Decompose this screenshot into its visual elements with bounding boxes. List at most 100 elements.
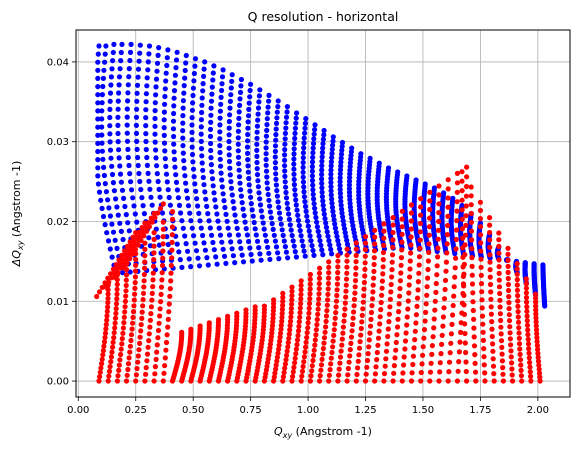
red-point bbox=[507, 312, 512, 317]
blue-point bbox=[237, 168, 242, 173]
blue-point bbox=[292, 244, 297, 249]
red-point bbox=[497, 291, 502, 296]
red-point bbox=[138, 328, 143, 333]
x-tick-label: 1.75 bbox=[469, 405, 491, 416]
blue-point bbox=[142, 211, 147, 216]
red-point bbox=[471, 317, 476, 322]
red-point bbox=[469, 202, 474, 207]
blue-point bbox=[253, 226, 258, 231]
red-point bbox=[169, 248, 174, 253]
red-point bbox=[304, 335, 309, 340]
red-point bbox=[298, 292, 303, 297]
blue-point bbox=[315, 224, 320, 229]
red-point bbox=[354, 259, 359, 264]
red-point bbox=[116, 368, 121, 373]
red-point bbox=[289, 378, 294, 383]
red-point bbox=[148, 318, 153, 323]
blue-point bbox=[275, 199, 280, 204]
red-point bbox=[419, 370, 424, 375]
red-point bbox=[412, 337, 417, 342]
blue-point bbox=[129, 187, 134, 192]
blue-point bbox=[301, 180, 306, 185]
x-tick-label: 2.00 bbox=[527, 405, 549, 416]
blue-point bbox=[217, 226, 222, 231]
red-point bbox=[510, 378, 515, 383]
blue-point bbox=[285, 104, 290, 109]
red-point bbox=[498, 325, 503, 330]
blue-point bbox=[199, 117, 204, 122]
blue-point bbox=[174, 180, 179, 185]
blue-point bbox=[165, 55, 170, 60]
red-point bbox=[316, 291, 321, 296]
blue-point bbox=[200, 95, 205, 100]
red-point bbox=[407, 282, 412, 287]
red-point bbox=[516, 314, 521, 319]
red-point bbox=[344, 271, 349, 276]
blue-point bbox=[107, 115, 112, 120]
red-point bbox=[344, 259, 349, 264]
blue-point bbox=[301, 160, 306, 165]
blue-point bbox=[111, 180, 116, 185]
red-point bbox=[384, 349, 389, 354]
red-point bbox=[166, 309, 171, 314]
red-point bbox=[433, 290, 438, 295]
red-point bbox=[125, 367, 130, 372]
red-point bbox=[480, 305, 485, 310]
blue-point bbox=[192, 71, 197, 76]
blue-point bbox=[227, 152, 232, 157]
red-point bbox=[107, 369, 112, 374]
blue-point bbox=[212, 197, 217, 202]
blue-point bbox=[297, 223, 302, 228]
blue-point bbox=[313, 215, 318, 220]
blue-point bbox=[213, 254, 218, 259]
red-point bbox=[365, 358, 370, 363]
blue-point bbox=[312, 122, 317, 127]
red-point bbox=[408, 250, 413, 255]
blue-point bbox=[211, 190, 216, 195]
blue-point bbox=[231, 253, 236, 258]
blue-point bbox=[192, 181, 197, 186]
red-point bbox=[524, 304, 529, 309]
blue-point bbox=[283, 179, 288, 184]
red-point bbox=[415, 287, 420, 292]
red-point bbox=[455, 190, 460, 195]
blue-point bbox=[204, 204, 209, 209]
red-point bbox=[123, 288, 128, 293]
red-point bbox=[125, 373, 130, 378]
blue-point bbox=[246, 113, 251, 118]
blue-point bbox=[164, 71, 169, 76]
blue-point bbox=[199, 103, 204, 108]
blue-point bbox=[223, 212, 228, 217]
red-point bbox=[289, 285, 294, 290]
blue-point bbox=[214, 211, 219, 216]
blue-point bbox=[294, 116, 299, 121]
red-point bbox=[335, 276, 340, 281]
red-point bbox=[490, 349, 495, 354]
red-point bbox=[499, 331, 504, 336]
red-point bbox=[482, 378, 487, 383]
blue-point bbox=[190, 226, 195, 231]
blue-point bbox=[101, 68, 106, 73]
red-point bbox=[457, 349, 462, 354]
red-point bbox=[388, 297, 393, 302]
red-point bbox=[299, 278, 304, 283]
red-point bbox=[478, 216, 483, 221]
red-point bbox=[463, 340, 468, 345]
red-point bbox=[390, 237, 395, 242]
blue-point bbox=[292, 136, 297, 141]
blue-point bbox=[146, 59, 151, 64]
blue-point bbox=[301, 165, 306, 170]
red-point bbox=[317, 378, 322, 383]
red-point bbox=[152, 237, 157, 242]
red-point bbox=[373, 364, 378, 369]
blue-point bbox=[265, 245, 270, 250]
blue-point bbox=[218, 157, 223, 162]
red-point bbox=[364, 372, 369, 377]
red-point bbox=[115, 373, 120, 378]
red-point bbox=[482, 362, 487, 367]
red-point bbox=[293, 351, 298, 356]
blue-point bbox=[311, 196, 316, 201]
blue-point bbox=[141, 203, 146, 208]
blue-point bbox=[187, 256, 192, 261]
red-point bbox=[147, 325, 152, 330]
